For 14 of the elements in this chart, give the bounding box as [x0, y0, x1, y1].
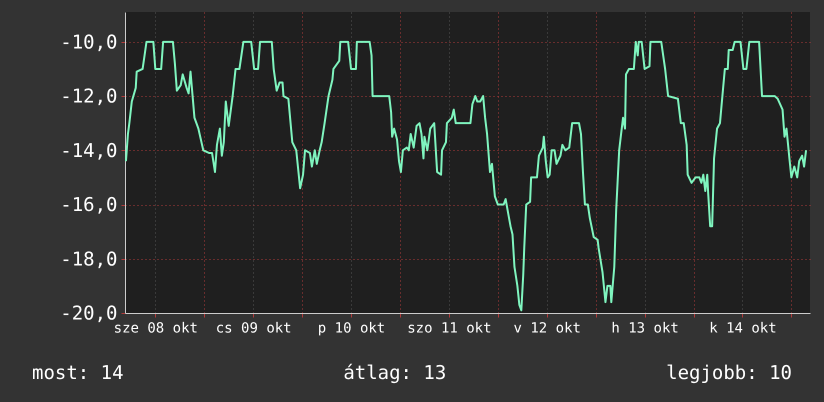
y-tick-label: -14,0 — [60, 140, 118, 162]
y-tick-label: -10,0 — [60, 31, 118, 54]
x-tick-label: cs 09 okt — [216, 320, 292, 336]
x-tick-label: v 12 okt — [514, 320, 581, 336]
y-tick-label: -18,0 — [60, 248, 118, 270]
text: legjobb: 10 — [666, 362, 792, 384]
x-tick-label: p 10 okt — [318, 320, 386, 336]
x-tick-label: k 14 okt — [709, 320, 777, 336]
x-tick-label: h 13 okt — [611, 320, 679, 336]
text: átlag: 13 — [343, 362, 446, 384]
text: most: 14 — [32, 362, 124, 384]
x-tick-label: szo 11 okt — [407, 320, 492, 336]
y-tick-label: -16,0 — [60, 194, 118, 216]
y-tick-label: -12,0 — [60, 86, 118, 108]
